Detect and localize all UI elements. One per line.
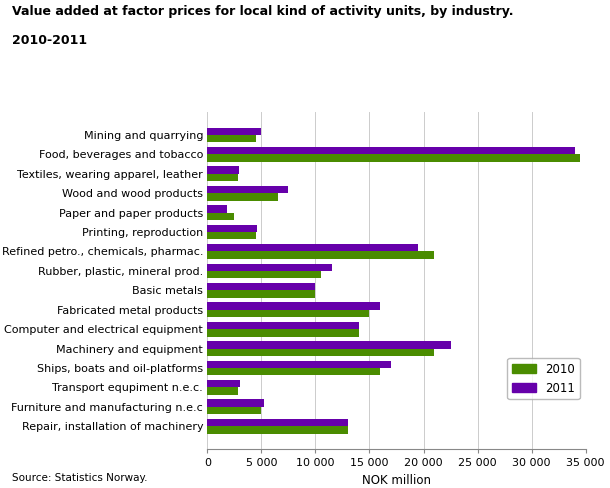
Bar — [207, 166, 239, 174]
Text: Value added at factor prices for local kind of activity units, by industry.: Value added at factor prices for local k… — [12, 5, 514, 18]
Bar — [207, 213, 234, 220]
Bar — [207, 310, 370, 317]
Bar — [207, 251, 434, 259]
Bar — [207, 361, 391, 368]
Bar — [207, 341, 451, 348]
Bar — [207, 154, 580, 162]
Bar — [207, 290, 315, 298]
Bar — [207, 135, 256, 142]
Bar — [207, 368, 380, 375]
Bar — [207, 400, 264, 407]
Text: 2010-2011: 2010-2011 — [12, 34, 87, 47]
Bar — [207, 193, 278, 201]
Bar — [207, 232, 256, 240]
Bar — [207, 271, 321, 278]
Bar — [207, 322, 359, 329]
Bar — [207, 407, 262, 414]
Legend: 2010, 2011: 2010, 2011 — [508, 358, 580, 399]
Bar — [207, 283, 315, 290]
Bar — [207, 264, 332, 271]
X-axis label: NOK million: NOK million — [362, 473, 431, 487]
Bar — [207, 303, 380, 310]
Bar — [207, 127, 262, 135]
Bar — [207, 244, 418, 251]
Bar — [207, 224, 257, 232]
Bar — [207, 427, 348, 434]
Bar — [207, 186, 289, 193]
Bar — [207, 174, 238, 181]
Bar — [207, 380, 240, 387]
Bar — [207, 419, 348, 427]
Bar — [207, 147, 575, 154]
Bar — [207, 205, 227, 213]
Bar — [207, 329, 359, 337]
Bar — [207, 348, 434, 356]
Bar — [207, 387, 238, 395]
Text: Source: Statistics Norway.: Source: Statistics Norway. — [12, 473, 148, 483]
